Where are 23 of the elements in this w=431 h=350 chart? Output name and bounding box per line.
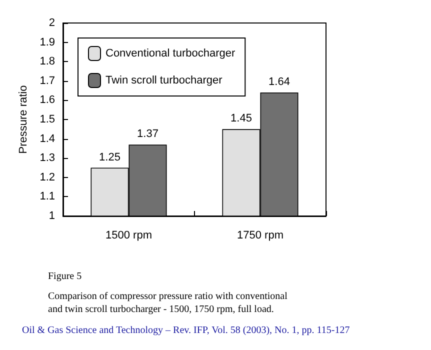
data-label: 1.37: [137, 128, 158, 140]
y-tick-label: 1.8: [40, 56, 55, 68]
data-label: 1.25: [99, 151, 120, 164]
legend-label: Twin scroll turbocharger: [106, 74, 223, 86]
legend-label: Conventional turbocharger: [106, 48, 236, 60]
y-tick-label: 1: [48, 210, 55, 222]
text: Oil & Gas Science and Technology – Rev. IFP, Vol. 58 (2003), No. 1, pp. 115-127: [22, 325, 350, 336]
y-tick-label: 2: [48, 17, 55, 29]
x-tick-label: 1750 rpm: [237, 230, 284, 242]
caption: Figure 5: [48, 271, 82, 282]
y-tick-label: 1.2: [40, 171, 55, 184]
y-tick-label: 1.3: [40, 152, 55, 164]
data-label: 1.45: [230, 112, 252, 125]
x-tick-label: 1500 rpm: [106, 230, 152, 242]
text: Comparison of compressor pressure ratio with conventional and twin scroll turbocharger - 1500, 1750 rpm, full load.: [48, 291, 288, 315]
y-tick-label: 1.1: [40, 190, 55, 203]
y-tick-label: 1.9: [40, 36, 55, 48]
y-axis-title: Pressure ratio: [17, 85, 30, 154]
y-tick-label: 1.6: [40, 94, 55, 106]
y-tick-label: 1.7: [40, 74, 55, 87]
y-tick-label: 1.4: [40, 132, 55, 145]
data-label: 1.64: [268, 76, 290, 88]
y-tick-label: 1.5: [40, 114, 55, 126]
